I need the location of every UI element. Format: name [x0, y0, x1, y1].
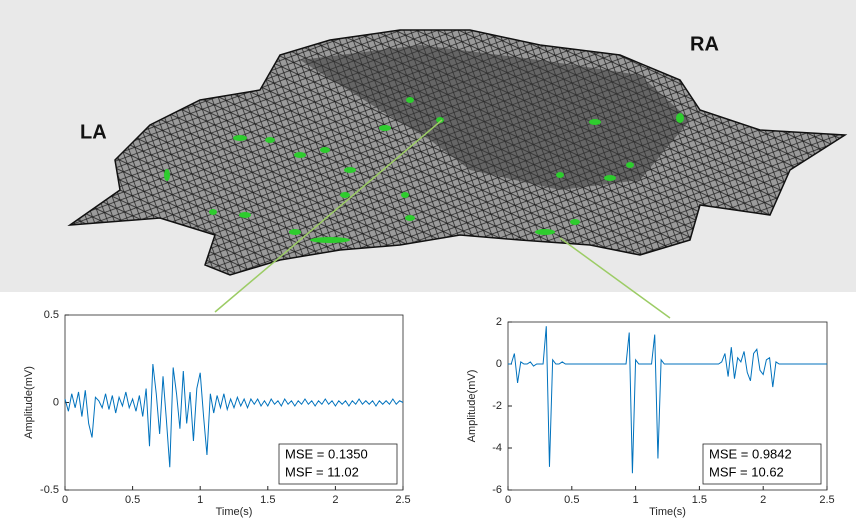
x-tick-label: 1: [633, 494, 639, 506]
x-tick-label: 0.5: [125, 494, 140, 506]
x-axis-label: Time(s): [649, 506, 686, 518]
y-tick-label: 0: [53, 396, 59, 408]
x-tick-label: 0: [505, 494, 511, 506]
region-label: LA: [80, 121, 107, 143]
annotation: MSF = 11.02: [285, 464, 359, 479]
x-axis-label: Time(s): [216, 506, 253, 518]
y-tick-label: -4: [492, 442, 502, 454]
x-tick-label: 2: [760, 494, 766, 506]
x-tick-label: 1.5: [260, 494, 275, 506]
annotation: MSE = 0.9842: [709, 446, 792, 461]
x-tick-label: 1: [197, 494, 203, 506]
y-tick-label: 2: [496, 316, 502, 328]
x-tick-label: 0: [62, 494, 68, 506]
x-tick-label: 0.5: [564, 494, 579, 506]
y-axis-label: Amplitude(mV): [23, 366, 35, 439]
x-tick-label: 2: [332, 494, 338, 506]
annotation: MSF = 10.62: [709, 464, 784, 479]
y-tick-label: -2: [492, 400, 502, 412]
x-tick-label: 2.5: [395, 494, 410, 506]
y-axis-label: Amplitude(mV): [466, 370, 478, 443]
y-tick-label: -6: [492, 484, 502, 496]
x-tick-label: 1.5: [692, 494, 707, 506]
y-tick-label: 0: [496, 358, 502, 370]
x-tick-label: 2.5: [819, 494, 834, 506]
y-tick-label: -0.5: [40, 484, 59, 496]
annotation: MSE = 0.1350: [285, 446, 368, 461]
region-label: RA: [690, 33, 719, 55]
y-tick-label: 0.5: [44, 309, 59, 321]
figure: LA RA 00.511.522.5-0.500.5Time(s)Amplitu…: [0, 0, 856, 521]
